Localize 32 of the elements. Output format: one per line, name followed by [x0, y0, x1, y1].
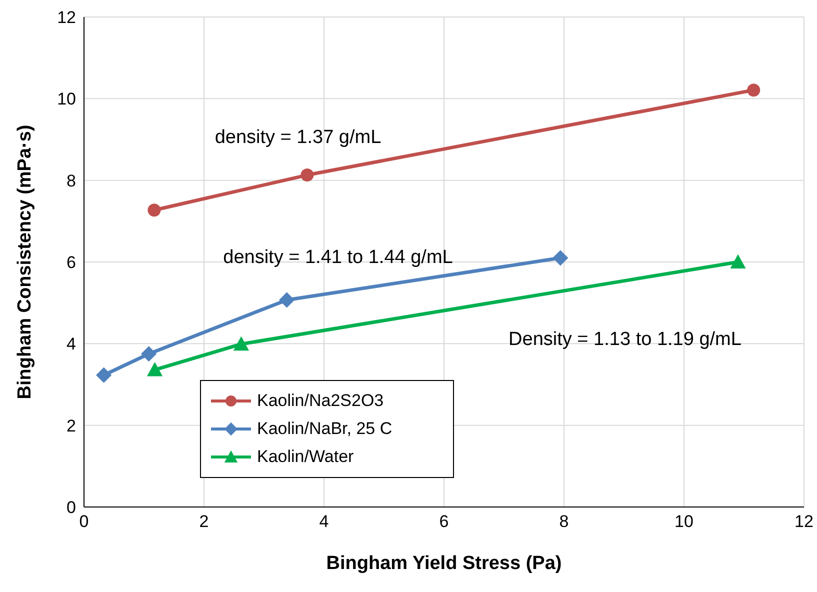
- legend-label: Kaolin/NaBr, 25 C: [257, 419, 392, 439]
- x-tick-label: 0: [79, 512, 89, 532]
- y-axis-title: Bingham Consistency (mPa·s): [14, 124, 36, 400]
- point: [233, 336, 249, 351]
- point: [147, 362, 163, 376]
- x-tick-label: 6: [439, 512, 449, 532]
- point: [148, 204, 161, 217]
- point: [300, 168, 314, 182]
- point: [96, 367, 112, 383]
- y-tick-label: 10: [57, 90, 76, 109]
- annotation: density = 1.41 to 1.44 g/mL: [223, 247, 453, 268]
- point: [552, 250, 568, 266]
- y-tick-label: 6: [66, 253, 76, 272]
- y-tick-label: 0: [66, 498, 76, 518]
- y-tick-label: 2: [66, 416, 76, 436]
- x-tick-label: 4: [319, 512, 329, 532]
- x-axis-title: Bingham Yield Stress (Pa): [326, 553, 562, 574]
- legend-label: Kaolin/Water: [257, 447, 354, 467]
- legend-label: Kaolin/Na2S2O3: [257, 391, 384, 411]
- point: [279, 292, 295, 308]
- y-tick-label: 4: [66, 334, 76, 354]
- point: [141, 346, 157, 362]
- point: [730, 254, 746, 268]
- y-tick-label: 8: [66, 171, 76, 190]
- x-tick-label: 2: [199, 512, 209, 532]
- annotation: Density = 1.13 to 1.19 g/mL: [508, 329, 742, 350]
- annotation: density = 1.37 g/mL: [214, 127, 382, 148]
- x-tick-label: 12: [794, 512, 814, 532]
- point: [747, 84, 760, 97]
- x-tick-label: 10: [674, 512, 694, 532]
- x-tick-label: 8: [559, 512, 569, 532]
- y-tick-label: 12: [57, 8, 76, 28]
